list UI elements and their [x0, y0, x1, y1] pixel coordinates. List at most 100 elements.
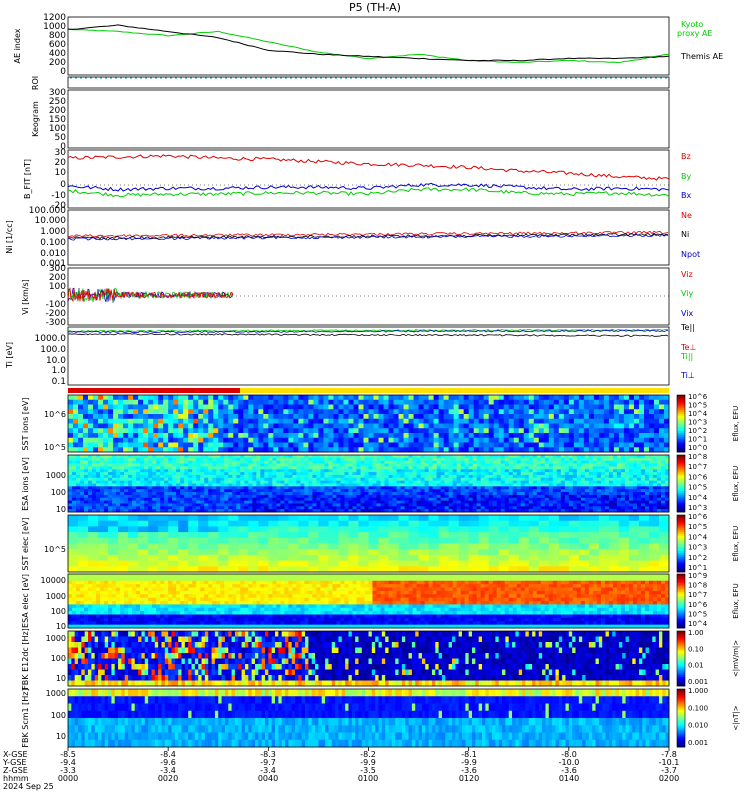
esa-ions-cell [272, 477, 277, 482]
sst-elec-cell [228, 532, 239, 539]
esa-ions-cell [76, 477, 81, 482]
esa-ions-cell [248, 489, 253, 493]
sst-ions-cell [238, 442, 244, 448]
sst-elec-cell [238, 560, 249, 567]
sst-elec-cell [518, 526, 530, 533]
esa-ions-cell [84, 506, 89, 510]
sst-ions-cell [333, 447, 339, 453]
esa-ions-cell [188, 500, 193, 504]
sst-ions-cell [518, 409, 525, 415]
sst-elec-cell [78, 554, 89, 561]
sst-ions-cell [378, 447, 384, 453]
ti-legend-te-par: Te|| [680, 323, 695, 332]
sst-ions-cell [483, 423, 490, 429]
sst-ions-cell [103, 399, 109, 405]
esa-ions-cell [196, 463, 201, 467]
sst-ions-cell [353, 395, 359, 401]
sst-ions-cell [358, 437, 364, 443]
esa-ions-cell [340, 483, 345, 487]
esa-ions-cell [84, 466, 89, 470]
sst-ions-cell [188, 395, 194, 401]
esa-ions-cell [300, 457, 305, 462]
esa-ions-cell [488, 469, 494, 473]
esa-ions-cell [504, 480, 510, 484]
esa-ions-cell [412, 466, 417, 470]
esa-ions-cell [552, 500, 558, 504]
esa-ions-cell [240, 497, 245, 501]
sst-elec-cell [168, 549, 179, 556]
sst-ions-cell [583, 395, 590, 401]
sst-ions-cell [108, 442, 114, 448]
sst-ions-cell [193, 399, 199, 405]
esa-ions-cell [616, 466, 622, 470]
sst-ions-cell [503, 428, 510, 434]
esa-ions-cell [512, 466, 518, 470]
esa-ions-cell [156, 463, 161, 467]
esa-ions-cell [84, 500, 89, 504]
esa-ions-cell [156, 466, 161, 470]
esa-ions-cell [312, 480, 317, 484]
esa-ions-cell [304, 457, 309, 462]
esa-ions-cell [664, 457, 670, 462]
keogram-panel-frame [67, 89, 670, 149]
sst-ions-cell [478, 414, 485, 420]
esa-ions-cell [324, 480, 329, 484]
roi-ylabel: ROI [31, 76, 40, 90]
esa-ions-cell [188, 486, 193, 490]
sst-ions-cell [143, 418, 149, 424]
esa-ions-cell [628, 474, 634, 479]
esa-ions-cell [552, 486, 558, 490]
sst-elec-cell [328, 532, 339, 539]
esa-ions-cell [104, 480, 109, 484]
esa-ions-cell [632, 474, 638, 479]
esa-ions-cell [100, 457, 105, 462]
sst-elec-cell [208, 515, 219, 522]
sst-elec-cell [338, 520, 349, 527]
esa-ions-cell [448, 483, 454, 487]
esa-ions-cell [616, 460, 622, 464]
esa-ions-cell [600, 480, 606, 484]
sst-ions-cell [458, 409, 465, 415]
esa-ions-cell [664, 460, 670, 464]
sst-ions-cell [438, 409, 445, 415]
esa-ions-cell [104, 492, 109, 496]
esa-ions-cell [612, 455, 618, 459]
sst-ions-cell [378, 418, 384, 424]
esa-ions-cell [392, 503, 397, 507]
esa-ions-cell [140, 494, 145, 499]
sst-ions-cell [633, 442, 640, 448]
esa-ions-cell [284, 472, 289, 476]
sst-elec-cell [128, 526, 139, 533]
esa-ions-cell [324, 474, 329, 479]
esa-ions-cell [216, 497, 221, 501]
sst-ions-cell [318, 442, 324, 448]
esa-ions-cell [352, 457, 357, 462]
sst-elec-cell [98, 532, 109, 539]
esa-ions-cell [608, 474, 614, 479]
sst-ions-cell [368, 442, 374, 448]
sst-elec-cell [468, 520, 480, 527]
sst-ions-cell [83, 428, 89, 434]
sst-ions-cell [343, 433, 349, 439]
sst-ions-cell [423, 447, 429, 453]
esa-ions-cell [408, 492, 413, 496]
esa-ions-cell [364, 469, 369, 473]
esa-ions-cell [492, 486, 498, 490]
esa-ions-cell [304, 500, 309, 504]
sst-elec-cell [288, 520, 299, 527]
esa-ions-cell [476, 509, 482, 513]
sst-ions-cell [433, 447, 440, 453]
sst-ions-cell [193, 437, 199, 443]
sst-ions-cell [393, 409, 399, 415]
sst-ions-cell [618, 447, 625, 453]
esa-ions-cell [256, 494, 261, 499]
sst-ions-cell [458, 395, 465, 401]
sst-ions-cell [538, 437, 545, 443]
esa-ions-cell [628, 480, 634, 484]
sst-ions-cell [293, 423, 299, 429]
sst-ions-cell [143, 414, 149, 420]
sst-ions-cell [503, 437, 510, 443]
esa-ions-cell [524, 457, 530, 462]
sst-elec-cell [258, 549, 269, 556]
esa-ions-cell [492, 506, 498, 510]
